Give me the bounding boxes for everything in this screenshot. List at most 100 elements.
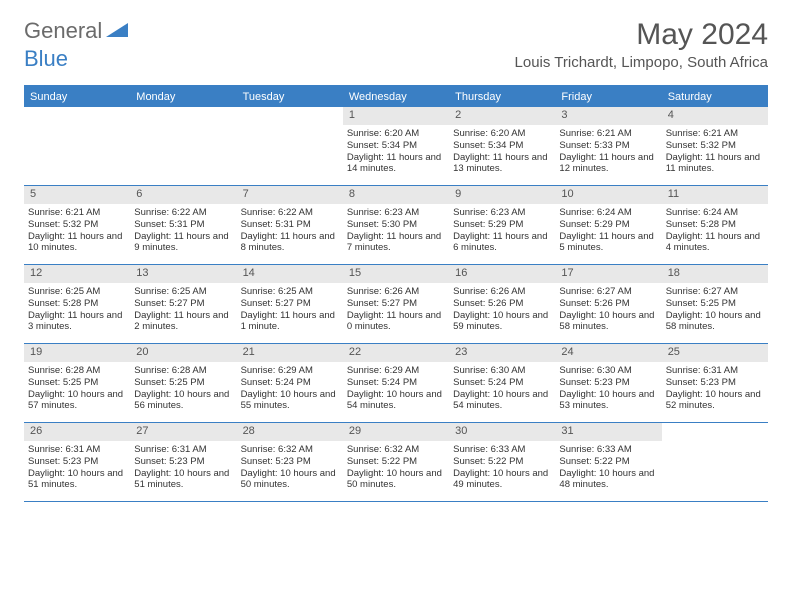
day-header-row: SundayMondayTuesdayWednesdayThursdayFrid… bbox=[24, 87, 768, 107]
day-content: Sunrise: 6:29 AMSunset: 5:24 PMDaylight:… bbox=[343, 364, 449, 416]
day-sr: Sunrise: 6:20 AM bbox=[453, 128, 551, 140]
day-cell: 2 Sunrise: 6:20 AMSunset: 5:34 PMDaylight… bbox=[449, 107, 555, 185]
day-sr: Sunrise: 6:27 AM bbox=[559, 286, 657, 298]
day-sr: Sunrise: 6:30 AM bbox=[453, 365, 551, 377]
day-sr: Sunrise: 6:23 AM bbox=[453, 207, 551, 219]
day-ss: Sunset: 5:33 PM bbox=[559, 140, 657, 152]
day-cell: 14Sunrise: 6:25 AMSunset: 5:27 PMDayligh… bbox=[237, 265, 343, 343]
day-cell: 20Sunrise: 6:28 AMSunset: 5:25 PMDayligh… bbox=[130, 344, 236, 422]
day-dl: Daylight: 11 hours and 13 minutes. bbox=[453, 152, 551, 176]
day-ss: Sunset: 5:24 PM bbox=[241, 377, 339, 389]
day-dl: Daylight: 10 hours and 59 minutes. bbox=[453, 310, 551, 334]
day-ss: Sunset: 5:23 PM bbox=[666, 377, 764, 389]
day-content: Sunrise: 6:20 AMSunset: 5:34 PMDaylight:… bbox=[449, 127, 555, 179]
day-dl: Daylight: 10 hours and 56 minutes. bbox=[134, 389, 232, 413]
day-header: Monday bbox=[130, 87, 236, 107]
day-dl: Daylight: 10 hours and 51 minutes. bbox=[28, 468, 126, 492]
day-dl: Daylight: 10 hours and 54 minutes. bbox=[347, 389, 445, 413]
day-ss: Sunset: 5:22 PM bbox=[453, 456, 551, 468]
day-ss: Sunset: 5:34 PM bbox=[347, 140, 445, 152]
day-number: 16 bbox=[449, 265, 555, 283]
day-ss: Sunset: 5:27 PM bbox=[347, 298, 445, 310]
day-number: 25 bbox=[662, 344, 768, 362]
week-row: 1Sunrise: 6:20 AMSunset: 5:34 PMDaylight… bbox=[24, 107, 768, 186]
day-number: 5 bbox=[24, 186, 130, 204]
day-cell: 9Sunrise: 6:23 AMSunset: 5:29 PMDaylight… bbox=[449, 186, 555, 264]
title-block: May 2024 Louis Trichardt, Limpopo, South… bbox=[515, 18, 768, 71]
day-content: Sunrise: 6:31 AMSunset: 5:23 PMDaylight:… bbox=[130, 443, 236, 495]
day-cell bbox=[662, 423, 768, 501]
day-number: 20 bbox=[130, 344, 236, 362]
day-number: 2 bbox=[449, 107, 555, 125]
day-sr: Sunrise: 6:24 AM bbox=[666, 207, 764, 219]
week-row: 26Sunrise: 6:31 AMSunset: 5:23 PMDayligh… bbox=[24, 423, 768, 502]
day-content: Sunrise: 6:31 AMSunset: 5:23 PMDaylight:… bbox=[662, 364, 768, 416]
day-cell: 11Sunrise: 6:24 AMSunset: 5:28 PMDayligh… bbox=[662, 186, 768, 264]
day-dl: Daylight: 10 hours and 54 minutes. bbox=[453, 389, 551, 413]
day-cell: 17Sunrise: 6:27 AMSunset: 5:26 PMDayligh… bbox=[555, 265, 661, 343]
day-number: 11 bbox=[662, 186, 768, 204]
day-content: Sunrise: 6:24 AMSunset: 5:29 PMDaylight:… bbox=[555, 206, 661, 258]
day-sr: Sunrise: 6:33 AM bbox=[453, 444, 551, 456]
day-ss: Sunset: 5:32 PM bbox=[666, 140, 764, 152]
day-ss: Sunset: 5:32 PM bbox=[28, 219, 126, 231]
day-header: Wednesday bbox=[343, 87, 449, 107]
day-number: 4 bbox=[662, 107, 768, 125]
day-ss: Sunset: 5:25 PM bbox=[28, 377, 126, 389]
day-number: 29 bbox=[343, 423, 449, 441]
day-cell: 24Sunrise: 6:30 AMSunset: 5:23 PMDayligh… bbox=[555, 344, 661, 422]
day-content: Sunrise: 6:23 AMSunset: 5:30 PMDaylight:… bbox=[343, 206, 449, 258]
day-sr: Sunrise: 6:21 AM bbox=[666, 128, 764, 140]
day-dl: Daylight: 10 hours and 50 minutes. bbox=[241, 468, 339, 492]
day-number: 6 bbox=[130, 186, 236, 204]
logo-text-blue: Blue bbox=[24, 46, 68, 71]
day-cell bbox=[237, 107, 343, 185]
day-dl: Daylight: 11 hours and 8 minutes. bbox=[241, 231, 339, 255]
day-dl: Daylight: 11 hours and 9 minutes. bbox=[134, 231, 232, 255]
day-ss: Sunset: 5:28 PM bbox=[28, 298, 126, 310]
day-number: 30 bbox=[449, 423, 555, 441]
day-sr: Sunrise: 6:31 AM bbox=[28, 444, 126, 456]
day-sr: Sunrise: 6:28 AM bbox=[134, 365, 232, 377]
day-content: Sunrise: 6:27 AMSunset: 5:26 PMDaylight:… bbox=[555, 285, 661, 337]
day-number: 18 bbox=[662, 265, 768, 283]
day-dl: Daylight: 11 hours and 4 minutes. bbox=[666, 231, 764, 255]
day-dl: Daylight: 11 hours and 6 minutes. bbox=[453, 231, 551, 255]
day-sr: Sunrise: 6:22 AM bbox=[134, 207, 232, 219]
day-sr: Sunrise: 6:26 AM bbox=[347, 286, 445, 298]
day-sr: Sunrise: 6:33 AM bbox=[559, 444, 657, 456]
week-row: 5 Sunrise: 6:21 AMSunset: 5:32 PM Daylight… bbox=[24, 186, 768, 265]
day-cell: 5Sunrise: 6:21 AMSunset: 5:32 PMDaylight… bbox=[24, 186, 130, 264]
header: General May 2024 Louis Trichardt, Limpop… bbox=[0, 0, 792, 77]
day-sr: Sunrise: 6:21 AM bbox=[559, 128, 657, 140]
day-dl: Daylight: 10 hours and 48 minutes. bbox=[559, 468, 657, 492]
day-dl: Daylight: 10 hours and 55 minutes. bbox=[241, 389, 339, 413]
day-cell: 29Sunrise: 6:32 AMSunset: 5:22 PMDayligh… bbox=[343, 423, 449, 501]
day-cell: 25 Sunrise: 6:31 AMSunset: 5:23 PMDayligh… bbox=[662, 344, 768, 422]
day-cell: 8Sunrise: 6:23 AMSunset: 5:30 PMDaylight… bbox=[343, 186, 449, 264]
day-ss: Sunset: 5:27 PM bbox=[134, 298, 232, 310]
day-cell bbox=[24, 107, 130, 185]
day-dl: Daylight: 11 hours and 0 minutes. bbox=[347, 310, 445, 334]
day-sr: Sunrise: 6:28 AM bbox=[28, 365, 126, 377]
day-sr: Sunrise: 6:31 AM bbox=[134, 444, 232, 456]
logo: General bbox=[24, 18, 130, 44]
day-content: Sunrise: 6:30 AMSunset: 5:24 PMDaylight:… bbox=[449, 364, 555, 416]
day-cell: 30Sunrise: 6:33 AMSunset: 5:22 PMDayligh… bbox=[449, 423, 555, 501]
day-content: Sunrise: 6:27 AMSunset: 5:25 PMDaylight:… bbox=[662, 285, 768, 337]
day-ss: Sunset: 5:24 PM bbox=[347, 377, 445, 389]
day-content: Sunrise: 6:29 AMSunset: 5:24 PMDaylight:… bbox=[237, 364, 343, 416]
day-number: 28 bbox=[237, 423, 343, 441]
day-ss: Sunset: 5:23 PM bbox=[134, 456, 232, 468]
day-cell: 13 Sunrise: 6:25 AMSunset: 5:27 PMDayligh… bbox=[130, 265, 236, 343]
day-sr: Sunrise: 6:21 AM bbox=[28, 207, 126, 219]
day-content: Sunrise: 6:25 AMSunset: 5:27 PMDaylight:… bbox=[130, 285, 236, 337]
day-number: 13 bbox=[130, 265, 236, 283]
day-cell: 15Sunrise: 6:26 AMSunset: 5:27 PMDayligh… bbox=[343, 265, 449, 343]
day-ss: Sunset: 5:30 PM bbox=[347, 219, 445, 231]
day-dl: Daylight: 11 hours and 3 minutes. bbox=[28, 310, 126, 334]
month-title: May 2024 bbox=[515, 18, 768, 52]
day-cell: 27Sunrise: 6:31 AMSunset: 5:23 PMDayligh… bbox=[130, 423, 236, 501]
calendar: SundayMondayTuesdayWednesdayThursdayFrid… bbox=[24, 85, 768, 502]
day-dl: Daylight: 10 hours and 58 minutes. bbox=[559, 310, 657, 334]
